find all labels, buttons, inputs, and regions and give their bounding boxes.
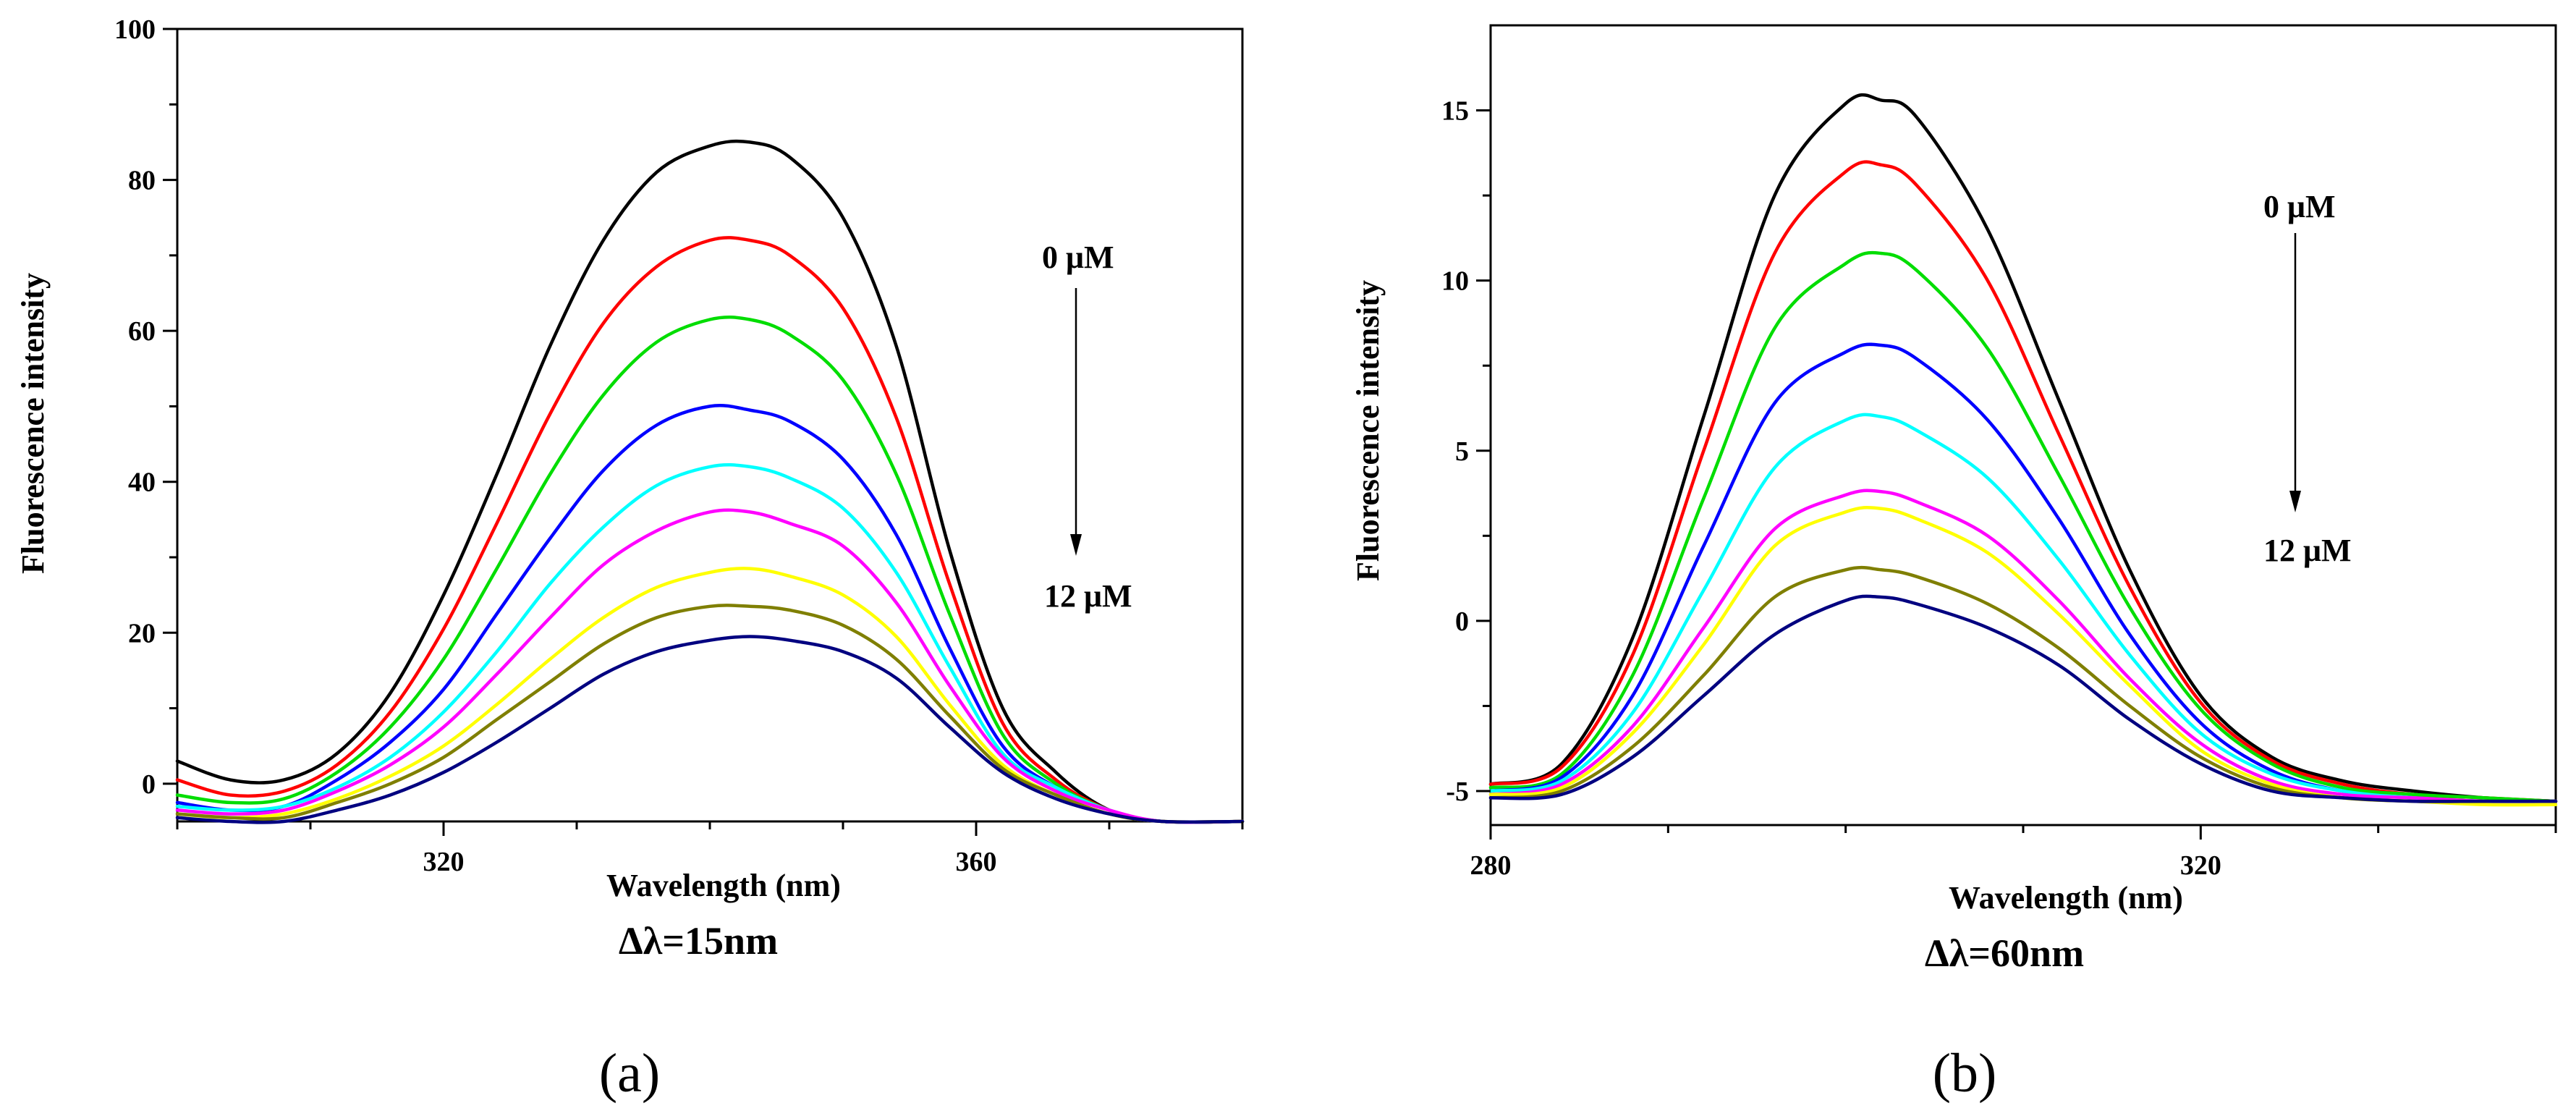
series-line-a-9 (175, 635, 1245, 824)
series-line-b-1 (1488, 93, 2558, 803)
series-group-a (175, 139, 1245, 824)
delta-lambda-note-a: Δλ=15nm (619, 919, 778, 963)
x-tick-label-a-320: 320 (423, 847, 465, 877)
series-line-b-9 (1488, 594, 2558, 803)
delta-lambda-note-b: Δλ=60nm (1925, 931, 2084, 975)
y-tick-label-a-0: 0 (142, 769, 156, 800)
series-line-a-3 (175, 315, 1245, 824)
tick-group-a: 320 360 0 20 40 60 80 100 (114, 14, 1244, 877)
series-line-a-6 (175, 508, 1245, 824)
arrow-head-b (2289, 491, 2301, 512)
chart-panel-a: 320 360 0 20 40 60 80 100 Wavelength (nm) Fluor… (15, 14, 1245, 1104)
x-tick-label-a-360: 360 (956, 847, 997, 877)
series-line-a-4 (175, 404, 1245, 824)
series-line-b-6 (1488, 489, 2558, 803)
y-tick-label-a-80: 80 (128, 166, 156, 196)
annotation-bottom-a: 12 μM (1044, 578, 1132, 614)
annotation-bottom-b: 12 μM (2263, 533, 2351, 568)
y-tick-label-a-20: 20 (128, 618, 156, 648)
y-tick-label-a-40: 40 (128, 468, 156, 498)
y-tick-label-b-15: 15 (1441, 96, 1469, 127)
y-tick-label-b-0: 0 (1455, 606, 1469, 637)
series-line-a-8 (175, 604, 1245, 824)
x-axis-title-b: Wavelength (nm) (1949, 880, 2183, 916)
chart-panel-b: 280 320 -5 0 5 10 15 Wavelength (nm) Fluoresce… (1350, 24, 2558, 1104)
arrow-head-a (1070, 534, 1082, 556)
series-line-b-5 (1488, 413, 2558, 803)
x-tick-label-b-320: 320 (2180, 850, 2221, 881)
y-tick-label-b-5: 5 (1455, 436, 1469, 467)
y-axis-title-b: Fluorescence intensity (1350, 280, 1386, 581)
annotation-top-a: 0 μM (1042, 240, 1114, 275)
series-line-a-2 (175, 236, 1245, 824)
plot-frame-a (176, 28, 1244, 823)
y-tick-label-a-60: 60 (128, 316, 156, 347)
panel-label-a: (a) (599, 1043, 660, 1104)
series-group-b (1488, 93, 2558, 807)
y-tick-label-a-100: 100 (114, 14, 156, 45)
y-axis-title-a: Fluorescence intensity (15, 273, 51, 574)
series-line-b-7 (1488, 505, 2558, 807)
x-tick-label-b-280: 280 (1470, 850, 1512, 881)
y-tick-label-b--5: -5 (1446, 777, 1469, 807)
x-axis-title-a: Wavelength (nm) (606, 868, 841, 903)
series-line-b-3 (1488, 250, 2558, 803)
series-line-a-1 (175, 139, 1245, 824)
series-line-a-5 (175, 463, 1245, 824)
series-line-b-2 (1488, 160, 2558, 803)
annotation-top-b: 0 μM (2263, 189, 2335, 224)
panel-label-b: (b) (1933, 1043, 1997, 1104)
tick-group-b: 280 320 -5 0 5 10 15 (1441, 96, 2557, 881)
y-tick-label-b-10: 10 (1441, 266, 1469, 297)
